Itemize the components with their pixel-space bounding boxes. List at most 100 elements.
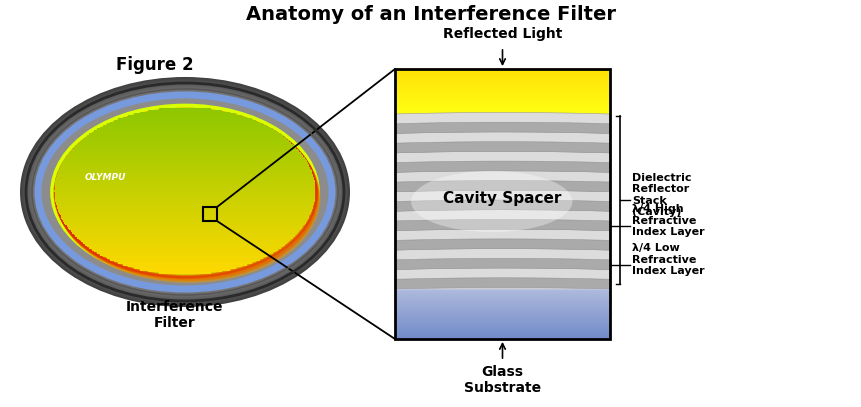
Polygon shape [394, 278, 610, 289]
Bar [202, 207, 217, 221]
Bar [123, 117, 247, 118]
Bar [107, 123, 263, 125]
Bar [55, 197, 315, 199]
Polygon shape [394, 219, 610, 231]
Ellipse shape [26, 83, 344, 301]
Bar [72, 149, 298, 150]
Bar [81, 140, 289, 142]
Bar [58, 209, 312, 210]
Ellipse shape [24, 81, 345, 303]
Bar [65, 159, 306, 160]
Bar [394, 69, 610, 339]
Bar [128, 266, 242, 267]
Bar [65, 157, 304, 159]
Bar [71, 150, 299, 152]
Bar [90, 133, 281, 135]
Polygon shape [394, 200, 610, 211]
Ellipse shape [31, 88, 338, 296]
Polygon shape [394, 122, 610, 133]
Bar [63, 160, 307, 162]
Ellipse shape [34, 91, 336, 293]
Bar [59, 214, 310, 215]
Bar [78, 142, 291, 144]
Bar [84, 244, 285, 245]
Polygon shape [394, 268, 610, 279]
Polygon shape [394, 190, 610, 201]
Bar [110, 259, 259, 260]
Bar [60, 215, 309, 217]
Text: λ/4 High
Refractive
Index Layer: λ/4 High Refractive Index Layer [631, 204, 703, 237]
Bar [75, 145, 294, 147]
Polygon shape [394, 171, 610, 182]
Ellipse shape [22, 79, 348, 305]
Ellipse shape [35, 92, 335, 292]
Bar [58, 172, 312, 174]
Polygon shape [394, 249, 610, 260]
Bar [59, 168, 311, 170]
Bar [62, 162, 307, 164]
Bar [123, 264, 247, 266]
Polygon shape [394, 112, 610, 124]
Bar [140, 269, 229, 271]
Bar [57, 175, 313, 177]
Bar [72, 232, 298, 234]
Bar [97, 252, 272, 254]
Bar [56, 179, 314, 180]
Bar [87, 245, 282, 247]
Bar [148, 271, 221, 272]
Bar [95, 251, 276, 252]
Polygon shape [394, 181, 610, 192]
Bar [92, 132, 278, 133]
Bar [69, 152, 300, 153]
Bar [92, 249, 278, 251]
Bar [69, 229, 300, 230]
Ellipse shape [50, 104, 319, 280]
Bar [65, 224, 304, 225]
Bar [54, 192, 315, 194]
Bar [61, 164, 308, 165]
Bar [62, 219, 307, 221]
Polygon shape [394, 132, 610, 143]
Bar [73, 234, 296, 236]
Polygon shape [394, 151, 610, 163]
Text: Figure 2: Figure 2 [116, 56, 194, 74]
Ellipse shape [29, 86, 340, 298]
Bar [68, 153, 302, 155]
Polygon shape [394, 229, 610, 241]
Ellipse shape [23, 80, 346, 304]
Bar [110, 122, 259, 123]
Bar [59, 167, 310, 168]
Ellipse shape [30, 87, 339, 297]
Polygon shape [394, 161, 610, 172]
Bar [55, 200, 314, 202]
Ellipse shape [54, 108, 315, 276]
Ellipse shape [25, 82, 344, 302]
Text: Interference
Filter: Interference Filter [126, 300, 224, 330]
Bar [59, 170, 312, 172]
Bar [65, 222, 306, 224]
Ellipse shape [27, 84, 343, 300]
Bar [118, 262, 251, 264]
Bar [84, 137, 285, 138]
Bar [59, 212, 311, 214]
Bar [63, 221, 307, 222]
Bar [75, 236, 294, 237]
Bar [158, 272, 211, 274]
Bar [60, 165, 309, 167]
Bar [77, 237, 293, 239]
Ellipse shape [40, 97, 330, 287]
Bar [66, 225, 303, 227]
Text: λ/4 Low
Refractive
Index Layer: λ/4 Low Refractive Index Layer [631, 243, 703, 276]
Ellipse shape [22, 79, 347, 304]
Bar [97, 129, 272, 130]
Bar [133, 114, 236, 115]
Text: Glass
Substrate: Glass Substrate [463, 365, 541, 395]
Bar [103, 256, 266, 257]
Bar [55, 182, 314, 184]
Bar [133, 267, 236, 269]
Ellipse shape [33, 90, 338, 295]
Text: Anatomy of an Interference Filter: Anatomy of an Interference Filter [245, 4, 616, 24]
Bar [103, 125, 266, 127]
Ellipse shape [38, 94, 332, 289]
Bar [118, 118, 251, 120]
